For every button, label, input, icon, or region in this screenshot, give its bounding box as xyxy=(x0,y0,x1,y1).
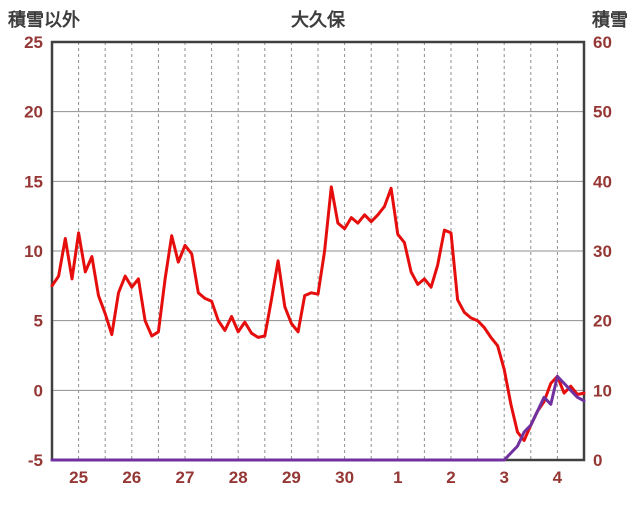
x-axis-tick-label: 28 xyxy=(229,468,248,487)
left-axis-title: 積雪以外 xyxy=(8,10,80,30)
left-axis-tick-label: 10 xyxy=(24,242,43,261)
x-axis-tick-label: 3 xyxy=(499,468,508,487)
right-axis-tick-label: 50 xyxy=(593,103,612,122)
x-axis-tick-label: 25 xyxy=(69,468,88,487)
left-axis-tick-label: 0 xyxy=(34,381,43,400)
right-axis-tick-label: 10 xyxy=(593,381,612,400)
left-axis-tick-label: 5 xyxy=(34,312,43,331)
x-axis-tick-label: 26 xyxy=(122,468,141,487)
right-axis-title: 積雪 xyxy=(592,10,628,30)
left-axis-tick-label: 25 xyxy=(24,33,43,52)
x-axis-tick-label: 27 xyxy=(176,468,195,487)
right-axis-tick-label: 30 xyxy=(593,242,612,261)
x-axis-tick-label: 30 xyxy=(335,468,354,487)
temperature-line xyxy=(50,185,586,442)
x-axis-tick-label: 4 xyxy=(553,468,563,487)
right-axis-tick-label: 60 xyxy=(593,33,612,52)
right-axis-tick-label: 0 xyxy=(593,451,602,470)
chart-title: 大久保 xyxy=(291,10,345,30)
left-axis-tick-label: 15 xyxy=(24,172,43,191)
left-axis-tick-label: 20 xyxy=(24,103,43,122)
x-axis-tick-label: 2 xyxy=(446,468,455,487)
left-axis-tick-label: -5 xyxy=(28,451,43,470)
right-axis-tick-label: 40 xyxy=(593,172,612,191)
right-axis-tick-label: 20 xyxy=(593,312,612,331)
x-axis-tick-label: 1 xyxy=(393,468,402,487)
x-axis-tick-label: 29 xyxy=(282,468,301,487)
snow-depth-line xyxy=(50,374,586,462)
